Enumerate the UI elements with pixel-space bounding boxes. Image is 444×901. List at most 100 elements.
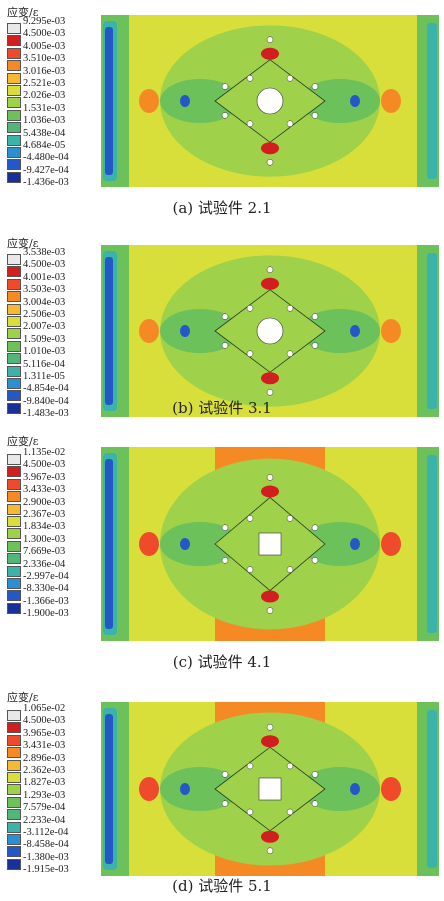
bolt-hole <box>266 36 274 43</box>
halo-right <box>300 522 380 566</box>
bolt-hole <box>221 557 229 564</box>
legend-tick-label: 4.500e-03 <box>23 259 66 271</box>
legend-tick-label: 4.500e-03 <box>23 715 66 727</box>
bolt-hole <box>311 313 319 320</box>
legend-tick-label: 5.438e-04 <box>23 127 66 139</box>
legend-swatch <box>7 291 21 303</box>
legend-swatch <box>7 72 21 84</box>
bolt-hole <box>221 342 229 349</box>
bolt-hole <box>266 607 274 614</box>
legend-swatch <box>7 109 21 121</box>
bolt-hole <box>286 350 294 357</box>
legend-swatch <box>7 171 21 183</box>
strain-field-plot <box>101 245 439 417</box>
bolt-hole <box>246 808 254 816</box>
legend-tick-label: 3.016e-03 <box>23 65 66 77</box>
side-hotspot-left <box>139 777 159 801</box>
legend-swatch <box>7 316 21 327</box>
apex-hotspot-top <box>261 47 279 60</box>
legend-swatch <box>7 747 21 759</box>
central-square-hole <box>258 532 282 556</box>
legend-swatch <box>7 340 21 352</box>
legend-swatch <box>7 159 21 171</box>
legend-swatch <box>7 35 21 47</box>
legend-swatch <box>7 759 21 771</box>
legend-tick-label: -8.330e-04 <box>23 583 69 595</box>
strain-field-plot <box>101 15 439 187</box>
side-hotspot-right <box>381 89 401 113</box>
bolt-hole <box>311 771 319 778</box>
legend-swatch <box>7 809 21 821</box>
apex-hotspot-top <box>261 735 279 748</box>
legend-swatch <box>7 134 21 146</box>
legend-tick-label: 1.065e-02 <box>23 703 66 714</box>
legend-tick-label: 4.500e-03 <box>23 459 66 471</box>
legend-tick-label: -4.854e-04 <box>23 383 69 395</box>
legend-tick-label: 2.506e-03 <box>23 309 66 320</box>
apex-hotspot-top <box>261 485 279 498</box>
panel-a: 应变/ε 9.295e-03 4.500e-03 4.005e-03 3.510e-0… <box>0 0 444 225</box>
legend-unit-label: 应变/ε <box>7 691 39 704</box>
legend-tick-label: 1.509e-03 <box>23 333 66 345</box>
legend-swatch <box>7 97 21 109</box>
legend-swatch <box>7 378 21 389</box>
panel-caption: (a) 试验件 2.1 <box>172 199 272 217</box>
halo-left <box>160 767 240 811</box>
bolt-hole <box>311 800 319 807</box>
legend-tick-label: 2.367e-03 <box>23 509 66 520</box>
side-hotspot-left <box>139 532 159 556</box>
side-marker-right <box>350 325 360 337</box>
legend-swatch <box>7 303 21 315</box>
edge-band-left-core <box>105 459 113 629</box>
legend-tick-label: 1.293e-03 <box>23 789 66 801</box>
legend-swatch <box>7 578 21 589</box>
strain-field-svg <box>101 447 439 641</box>
side-hotspot-right <box>381 777 401 801</box>
panel-caption: (b) 试验件 3.1 <box>172 399 272 417</box>
panel-b: 应变/ε 3.538e-03 4.500e-03 4.001e-03 3.503e-0… <box>0 225 444 450</box>
legend-tick-label: -9.427e-04 <box>23 164 69 176</box>
bolt-hole <box>266 474 274 481</box>
legend-tick-label: 1.531e-03 <box>23 102 66 114</box>
legend-swatch <box>7 796 21 808</box>
halo-left <box>160 522 240 566</box>
legend-tick-label: 3.433e-03 <box>23 484 66 496</box>
halo-right <box>300 309 380 353</box>
legend-tick-label: -9.840e-04 <box>23 395 69 407</box>
legend-tick-label: 4.684e-05 <box>23 140 66 151</box>
bolt-hole <box>311 112 319 119</box>
legend-swatch <box>7 772 21 783</box>
side-marker-right <box>350 95 360 107</box>
legend-swatch <box>7 85 21 96</box>
strain-field-plot <box>101 702 439 876</box>
side-hotspot-left <box>139 319 159 343</box>
apex-hotspot-bottom <box>261 590 279 603</box>
legend-swatch <box>7 23 21 34</box>
legend-tick-label: 2.900e-03 <box>23 496 66 508</box>
legend-tick-label: -4.480e-04 <box>23 152 69 164</box>
bolt-hole <box>311 524 319 531</box>
bolt-hole <box>311 83 319 90</box>
edge-band-left-core <box>105 27 113 175</box>
legend-swatch <box>7 553 21 565</box>
bolt-hole <box>311 342 319 349</box>
legend-swatch <box>7 266 21 278</box>
legend-tick-label: 3.004e-03 <box>23 296 66 308</box>
bolt-hole <box>221 771 229 778</box>
apex-hotspot-bottom <box>261 142 279 155</box>
legend-swatch <box>7 516 21 527</box>
bolt-hole <box>286 515 294 522</box>
legend-tick-label: 1.827e-03 <box>23 777 66 789</box>
legend-tick-label: 2.336e-04 <box>23 558 66 570</box>
legend-swatch <box>7 602 21 614</box>
side-hotspot-right <box>381 532 401 556</box>
central-square-hole <box>258 777 282 801</box>
bolt-hole <box>246 305 254 312</box>
bolt-hole <box>286 566 294 573</box>
legend-tick-label: 1.300e-03 <box>23 533 66 545</box>
bolt-hole <box>221 313 229 320</box>
legend-swatch <box>7 466 21 478</box>
bolt-hole <box>246 762 254 770</box>
apex-hotspot-bottom <box>261 830 279 843</box>
halo-right <box>300 767 380 811</box>
